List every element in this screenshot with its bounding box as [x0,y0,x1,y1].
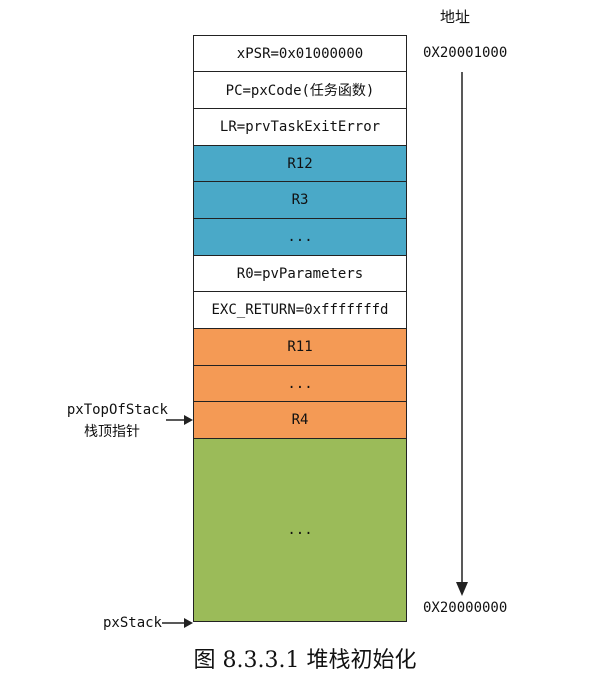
stack-cell-r12: R12 [193,145,407,182]
address-title: 地址 [440,10,471,26]
address-direction-arrow [456,72,468,596]
stack-base-label: pxStack [102,615,162,631]
stack-cell-xpsr: xPSR=0x01000000 [193,35,407,72]
stack-cell-r11: R11 [193,328,407,366]
stack-cell-r0: R0=pvParameters [193,255,407,292]
top-of-stack-desc: 栈顶指针 [84,424,140,440]
stack-cell-r3: R3 [193,181,407,219]
stack-base-arrow [162,618,193,628]
address-top-label: 0X20001000 [423,45,508,61]
stack-cell-lr: LR=prvTaskExitError [193,108,407,146]
stack-cell-exc-return: EXC_RETURN=0xfffffffd [193,291,407,329]
stack-cell-orange-ellipsis: ... [193,365,407,402]
stack-cell-pc: PC=pxCode(任务函数) [193,71,407,109]
stack-cell-r4: R4 [193,401,407,439]
stack-cell-blue-ellipsis: ... [193,218,407,256]
top-of-stack-label: pxTopOfStack [66,402,168,418]
stack-cell-free-space: ... [193,438,407,622]
top-of-stack-arrow [166,415,193,425]
address-bottom-label: 0X20000000 [423,600,508,616]
figure-caption: 图 8.3.3.1 堆栈初始化 [193,648,417,673]
